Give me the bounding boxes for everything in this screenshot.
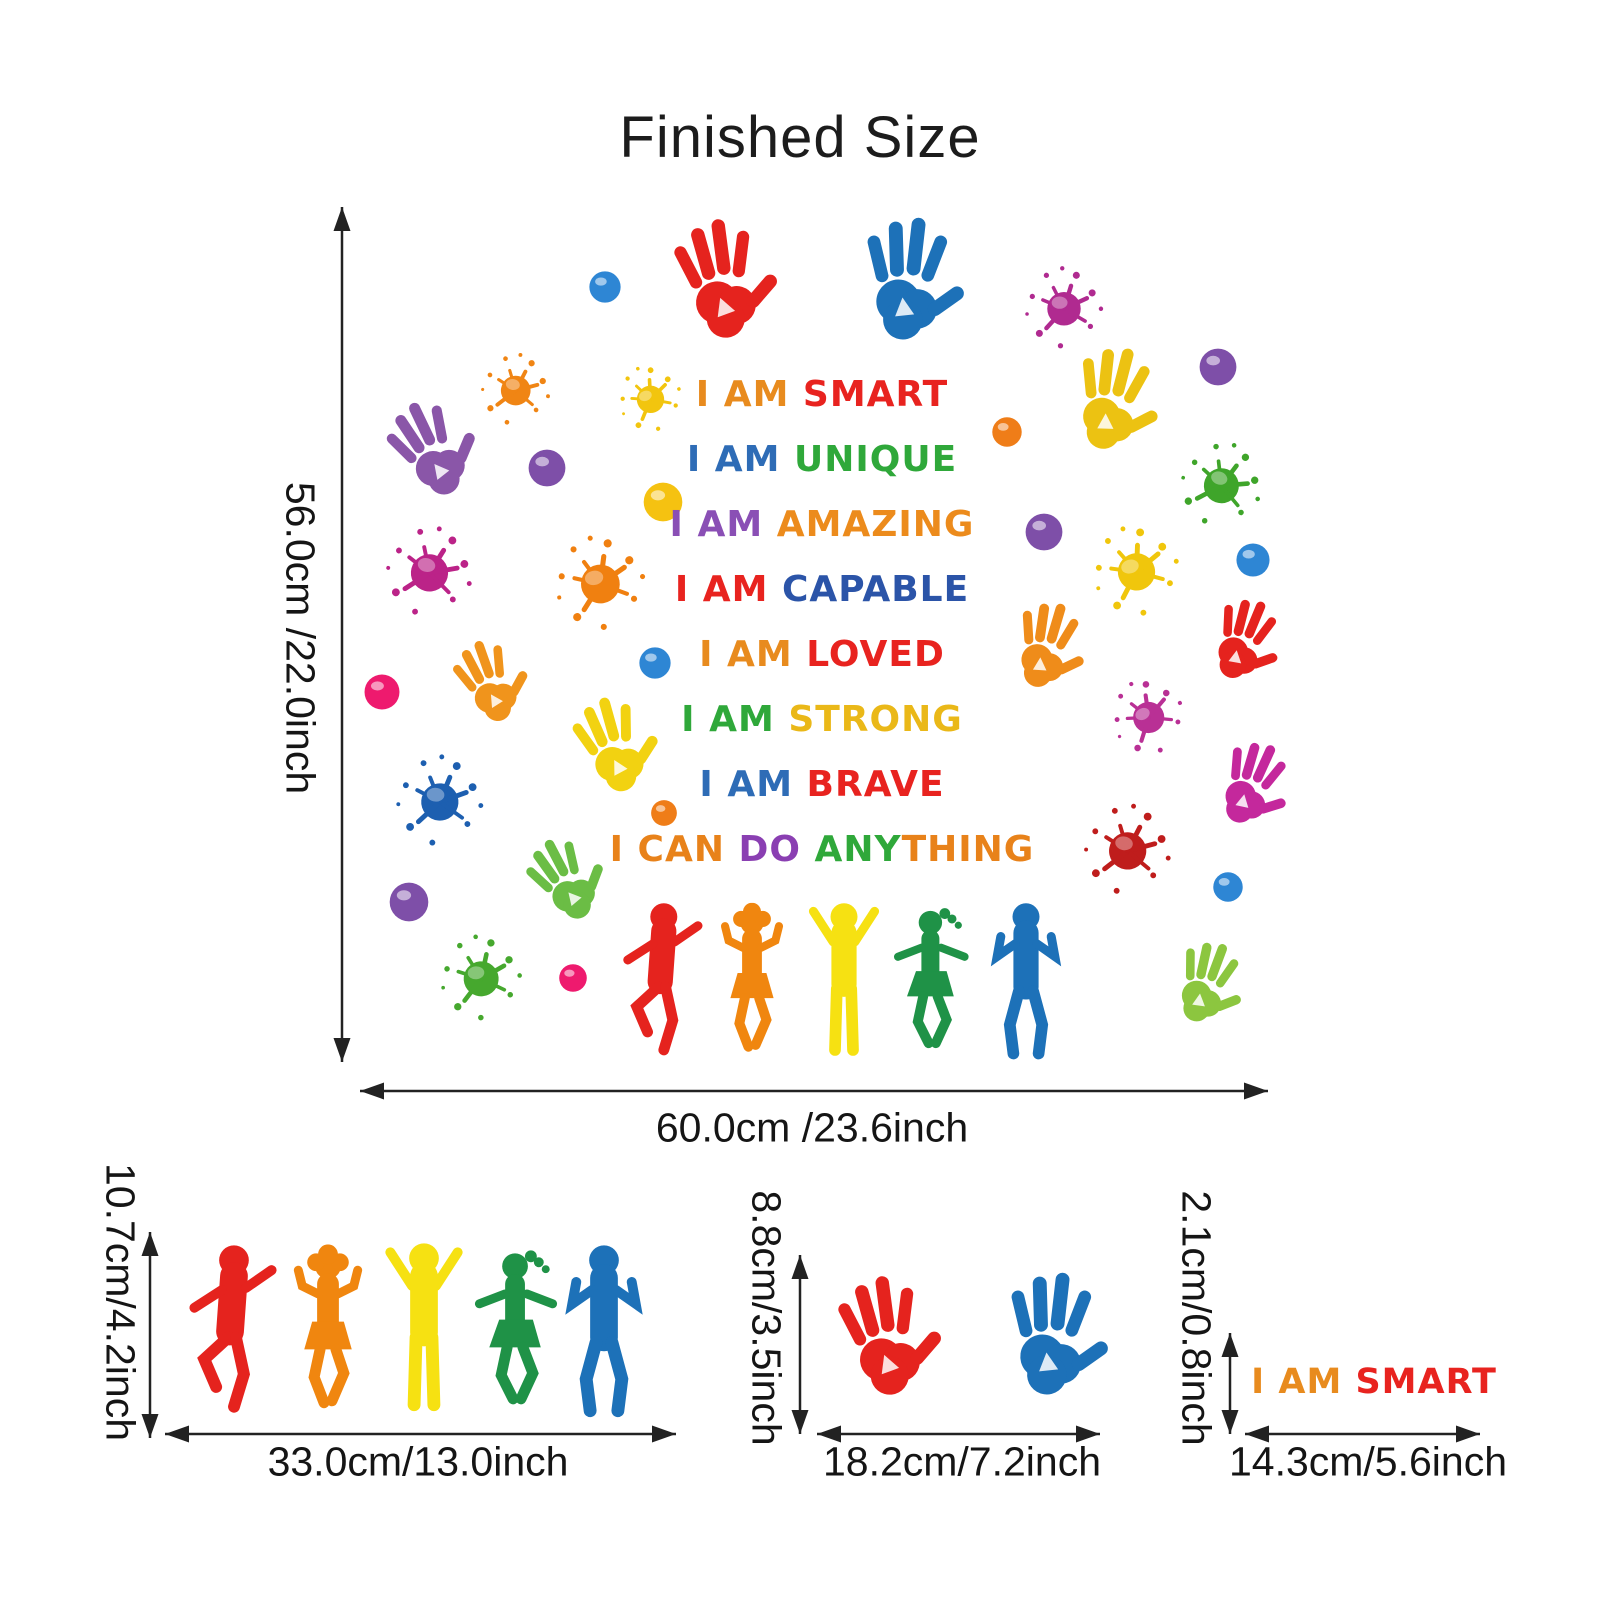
paint-dot-purple — [528, 449, 566, 487]
text-decal-height-label: 2.1cm/0.8inch — [1173, 1190, 1220, 1446]
text-decal-width-arrow — [1245, 1425, 1480, 1443]
paint-splatter-green-bottomleft — [437, 931, 526, 1024]
handprint-red-sample — [842, 1278, 939, 1398]
handprint-yellow-right — [1067, 345, 1167, 460]
text-decal-height-arrow — [1221, 1333, 1239, 1434]
affirmation-line-7: I AM BRAVE — [699, 764, 945, 805]
kid-silhouette-blue — [572, 1245, 635, 1410]
paint-splatter-magenta-topright — [1025, 266, 1103, 348]
kid-silhouette-green — [898, 908, 965, 1043]
main-width-arrow — [360, 1082, 1268, 1100]
kid-silhouette-red — [194, 1245, 271, 1406]
paint-dot-blue — [589, 271, 621, 303]
paint-splatter-blue-left — [393, 751, 487, 850]
paint-splatter-green-right — [1169, 430, 1275, 539]
handprint-red-top — [678, 221, 775, 341]
handprints-height-arrow — [791, 1255, 809, 1434]
affirmation-line-3: I AM AMAZING — [669, 504, 975, 545]
affirmation-line-2: I AM UNIQUE — [686, 439, 958, 480]
paint-splatter-magenta-bottomright — [1099, 666, 1197, 766]
handprints-width-arrow — [817, 1425, 1100, 1443]
paint-dot-pink — [364, 674, 400, 710]
paint-dot-blue — [1213, 872, 1243, 902]
main-height-label: 56.0cm /22.0inch — [277, 481, 324, 795]
kid-silhouette-green — [479, 1250, 552, 1399]
handprint-orange-left — [452, 636, 533, 729]
text-decal-width-label: 14.3cm/5.6inch — [1228, 1438, 1508, 1485]
affirmation-line-4: I AM CAPABLE — [674, 569, 970, 610]
kids-row-width-label: 33.0cm/13.0inch — [267, 1438, 569, 1485]
handprint-blue-top — [861, 219, 966, 346]
paint-splatter-red-bottomright — [1078, 797, 1179, 902]
kid-silhouette-yellow — [813, 903, 874, 1050]
main-height-arrow — [333, 207, 351, 1062]
kid-silhouette-orange — [298, 1244, 357, 1402]
kid-silhouette-orange — [725, 903, 779, 1047]
kid-silhouette-yellow — [390, 1243, 457, 1404]
paint-dot-purple — [1199, 348, 1237, 386]
affirmation-line-8: I CAN DO ANYTHING — [609, 829, 1035, 870]
affirmation-text-block: I AM SMART I AM UNIQUE I AM AMAZING I AM CA… — [610, 362, 1035, 882]
handprint-purple-left — [384, 393, 486, 506]
paint-dot-blue — [1236, 543, 1270, 577]
page-title: Finished Size — [619, 105, 981, 170]
kid-silhouette-red — [628, 903, 698, 1050]
main-width-label: 60.0cm /23.6inch — [655, 1104, 969, 1151]
handprints-height-label: 8.8cm/3.5inch — [743, 1190, 790, 1446]
handprint-lightgreen-right — [1167, 938, 1252, 1033]
handprint-magenta-right — [1209, 737, 1299, 836]
kids-row-height-label: 10.7cm/4.2inch — [97, 1162, 144, 1442]
paint-splatter-orange-topleft — [473, 345, 559, 434]
affirmation-line-6: I AM STRONG — [681, 699, 963, 740]
paint-dot-pink — [559, 964, 587, 992]
handprints-width-label: 18.2cm/7.2inch — [822, 1438, 1102, 1485]
handprint-blue-sample — [1005, 1274, 1110, 1401]
paint-splatter-yellow-right — [1083, 515, 1190, 626]
kids-width-arrow — [165, 1425, 676, 1443]
paint-splatter-magenta-left — [376, 516, 483, 627]
text-decal-sample: I AM SMART — [1251, 1362, 1497, 1402]
kid-silhouette-blue — [997, 903, 1055, 1053]
handprint-green-left — [524, 830, 614, 929]
kids-height-arrow — [141, 1232, 159, 1438]
affirmation-line-1: I AM SMART — [695, 374, 949, 415]
handprint-red-right — [1203, 595, 1290, 691]
paint-dot-purple — [389, 882, 429, 922]
affirmation-line-5: I AM LOVED — [699, 634, 945, 675]
